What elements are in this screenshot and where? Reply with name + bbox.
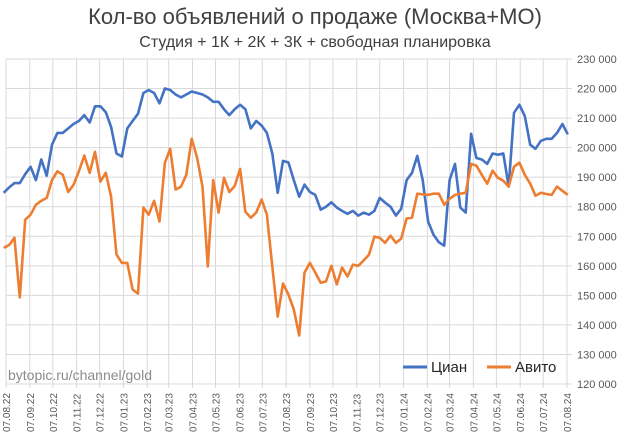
y-tick-label: 120 000 — [577, 379, 617, 391]
watermark: bytopic.ru/channel/gold — [8, 367, 152, 383]
y-tick-label: 130 000 — [577, 349, 617, 361]
x-tick-label: 07.08.23 — [282, 393, 293, 432]
x-tick-label: 07.12.23 — [376, 393, 387, 432]
y-tick-label: 220 000 — [577, 84, 617, 96]
chart-title: Кол-во объявлений о продаже (Москва+МО) — [88, 4, 542, 29]
x-tick-label: 07.03.24 — [446, 393, 457, 432]
x-tick-label: 07.03.23 — [165, 393, 176, 432]
x-tick-label: 07.12.22 — [96, 393, 107, 432]
x-tick-label: 07.07.23 — [258, 393, 269, 432]
x-tick-label: 07.04.24 — [469, 393, 480, 432]
x-tick-label: 07.11.23 — [353, 393, 364, 432]
series-lines — [2, 87, 569, 337]
x-tick-label: 07.08.22 — [2, 393, 13, 432]
x-tick-label: 07.01.23 — [119, 393, 130, 432]
y-tick-label: 180 000 — [577, 202, 617, 214]
y-tick-label: 200 000 — [577, 143, 617, 155]
x-tick-label: 07.04.23 — [188, 393, 199, 432]
x-tick-label: 07.08.24 — [563, 393, 574, 432]
x-axis-labels: 07.08.22 07.09.22 07.10.22 07.11.22 07.12.22… — [2, 393, 574, 432]
y-tick-label: 140 000 — [577, 320, 617, 332]
series-line-avito — [3, 137, 569, 337]
x-tick-label: 07.05.24 — [492, 393, 503, 432]
x-tick-label: 07.09.22 — [26, 393, 37, 432]
gridlines — [5, 58, 572, 388]
x-tick-label: 07.02.24 — [423, 393, 434, 432]
x-tick-label: 07.05.23 — [212, 393, 223, 432]
x-tick-label: 07.06.23 — [235, 393, 246, 432]
y-tick-label: 170 000 — [577, 231, 617, 243]
y-tick-label: 190 000 — [577, 172, 617, 184]
y-tick-label: 230 000 — [577, 54, 617, 66]
x-tick-label: 07.01.24 — [400, 393, 411, 432]
x-tick-label: 07.11.22 — [73, 393, 84, 432]
chart-subtitle: Студия + 1К + 2К + 3К + свободная планир… — [139, 34, 491, 51]
legend: Циан Авито — [403, 359, 556, 376]
legend-label: Циан — [431, 359, 467, 376]
x-tick-label: 07.09.23 — [306, 393, 317, 432]
x-tick-label: 07.10.22 — [49, 393, 60, 432]
x-tick-label: 07.02.23 — [143, 393, 154, 432]
series-line-cian — [2, 87, 569, 247]
y-tick-label: 160 000 — [577, 261, 617, 273]
x-tick-label: 07.10.23 — [329, 393, 340, 432]
y-tick-label: 150 000 — [577, 290, 617, 302]
y-axis-labels: 120 000 130 000 140 000 150 000 160 000 170 0… — [577, 54, 617, 391]
legend-label: Авито — [515, 359, 556, 376]
y-tick-label: 210 000 — [577, 113, 617, 125]
x-tick-label: 07.07.24 — [539, 393, 550, 432]
x-tick-label: 07.06.24 — [516, 393, 527, 432]
